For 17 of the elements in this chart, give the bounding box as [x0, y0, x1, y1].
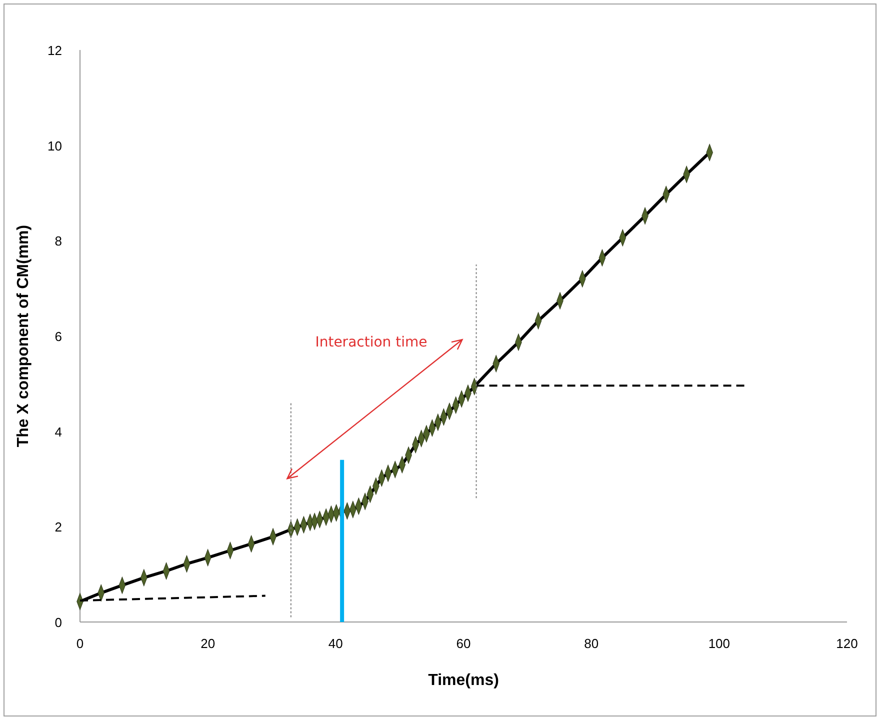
- x-tick-label: 80: [584, 636, 599, 651]
- x-axis-title: Time(ms): [428, 672, 499, 689]
- x-tick-label: 20: [200, 636, 216, 651]
- y-tick-label: 0: [54, 615, 62, 630]
- y-tick-label: 8: [54, 234, 62, 249]
- annotation: Interaction time: [315, 334, 428, 351]
- y-tick-label: 2: [54, 520, 62, 535]
- x-tick-label: 40: [328, 636, 343, 651]
- y-tick-label: 4: [54, 424, 62, 440]
- x-tick-label: 0: [76, 636, 84, 651]
- y-tick-label: 12: [48, 43, 62, 58]
- x-tick-label: 100: [708, 636, 730, 651]
- x-tick-label: 60: [456, 636, 471, 651]
- y-tick-label: 6: [54, 329, 62, 344]
- y-axis-title: The X component of CM(mm): [15, 224, 32, 448]
- x-tick-label: 120: [836, 636, 858, 651]
- y-tick-label: 10: [48, 138, 62, 154]
